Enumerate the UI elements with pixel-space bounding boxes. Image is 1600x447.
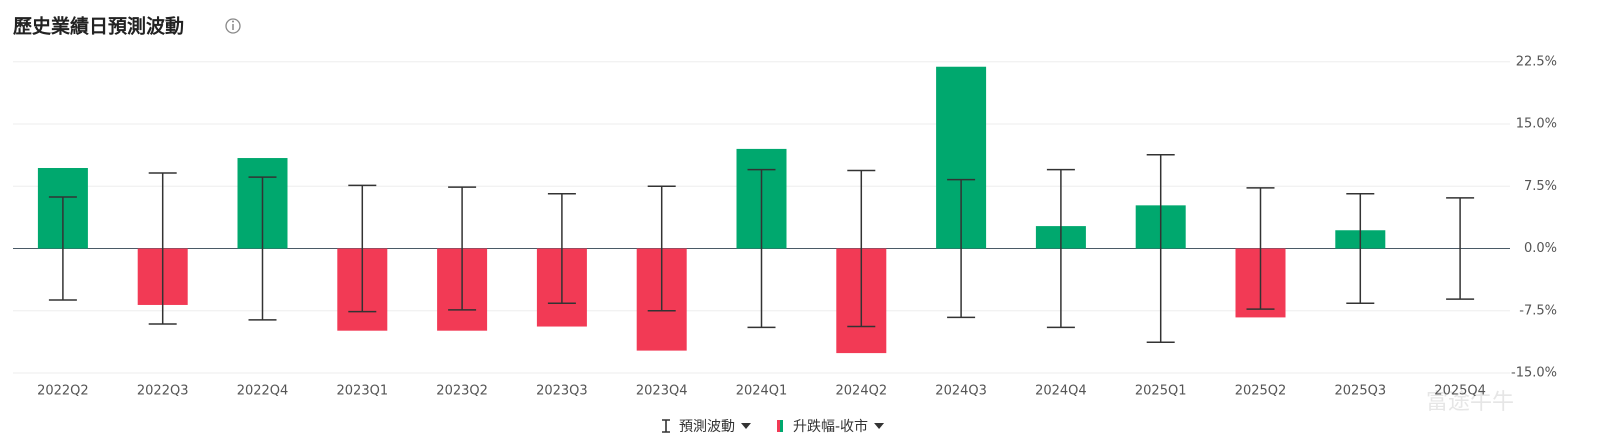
error-bar bbox=[647, 185, 676, 312]
x-tick-label: 2023Q4 bbox=[636, 384, 688, 399]
x-tick-label: 2022Q2 bbox=[37, 384, 89, 399]
legend-symbol bbox=[777, 420, 780, 432]
x-tick-label: 2022Q3 bbox=[137, 384, 189, 399]
x-tick-label: 2023Q2 bbox=[436, 384, 488, 399]
x-tick-label: 2025Q3 bbox=[1335, 384, 1387, 399]
y-tick-label: -15.0% bbox=[1511, 366, 1557, 381]
x-tick-label: 2024Q2 bbox=[836, 384, 888, 399]
chart-title: 歷史業績日預測波動 bbox=[13, 15, 184, 38]
legend-arrow bbox=[874, 423, 885, 429]
watermark: 富途牛牛 bbox=[1426, 390, 1514, 415]
error-bar bbox=[1346, 192, 1375, 305]
legend-arrow bbox=[741, 423, 751, 429]
error-bar bbox=[547, 192, 576, 305]
error-bar bbox=[1146, 153, 1175, 344]
legend-symbol bbox=[780, 420, 783, 432]
error-bar bbox=[1446, 197, 1475, 300]
error-bar bbox=[1046, 168, 1075, 329]
legend-item[interactable]: 升跌幅-收市 bbox=[777, 418, 885, 435]
legend-label: 預測波動 bbox=[679, 419, 735, 435]
x-tick-label: 2023Q3 bbox=[536, 384, 588, 399]
legend-item[interactable]: 預測波動 bbox=[662, 419, 751, 435]
error-bar bbox=[148, 172, 177, 325]
legend-label: 升跌幅-收市 bbox=[793, 418, 868, 435]
legend-symbol bbox=[662, 419, 670, 433]
y-tick-label: 22.5% bbox=[1516, 54, 1557, 69]
x-tick-label: 2024Q1 bbox=[736, 384, 788, 399]
x-tick-label: 2022Q4 bbox=[237, 384, 289, 399]
y-tick-label: -7.5% bbox=[1519, 303, 1557, 318]
error-bar bbox=[48, 196, 77, 301]
x-tick-label: 2024Q4 bbox=[1035, 384, 1087, 399]
error-bar bbox=[947, 178, 976, 319]
error-bar bbox=[747, 168, 776, 329]
error-bar bbox=[448, 186, 477, 311]
error-bar bbox=[847, 169, 876, 328]
x-tick-label: 2025Q4 bbox=[1434, 384, 1486, 399]
x-tick-label: 2024Q3 bbox=[935, 384, 987, 399]
y-tick-label: 0.0% bbox=[1524, 241, 1557, 256]
x-tick-label: 2025Q1 bbox=[1135, 384, 1187, 399]
error-bar bbox=[1246, 187, 1275, 310]
y-tick-label: 15.0% bbox=[1516, 117, 1557, 132]
x-tick-label: 2025Q2 bbox=[1235, 384, 1287, 399]
error-bar bbox=[248, 176, 277, 321]
error-bar bbox=[348, 184, 377, 313]
x-tick-label: 2023Q1 bbox=[337, 384, 389, 399]
info-icon[interactable] bbox=[225, 18, 241, 34]
y-tick-label: 7.5% bbox=[1524, 179, 1557, 194]
